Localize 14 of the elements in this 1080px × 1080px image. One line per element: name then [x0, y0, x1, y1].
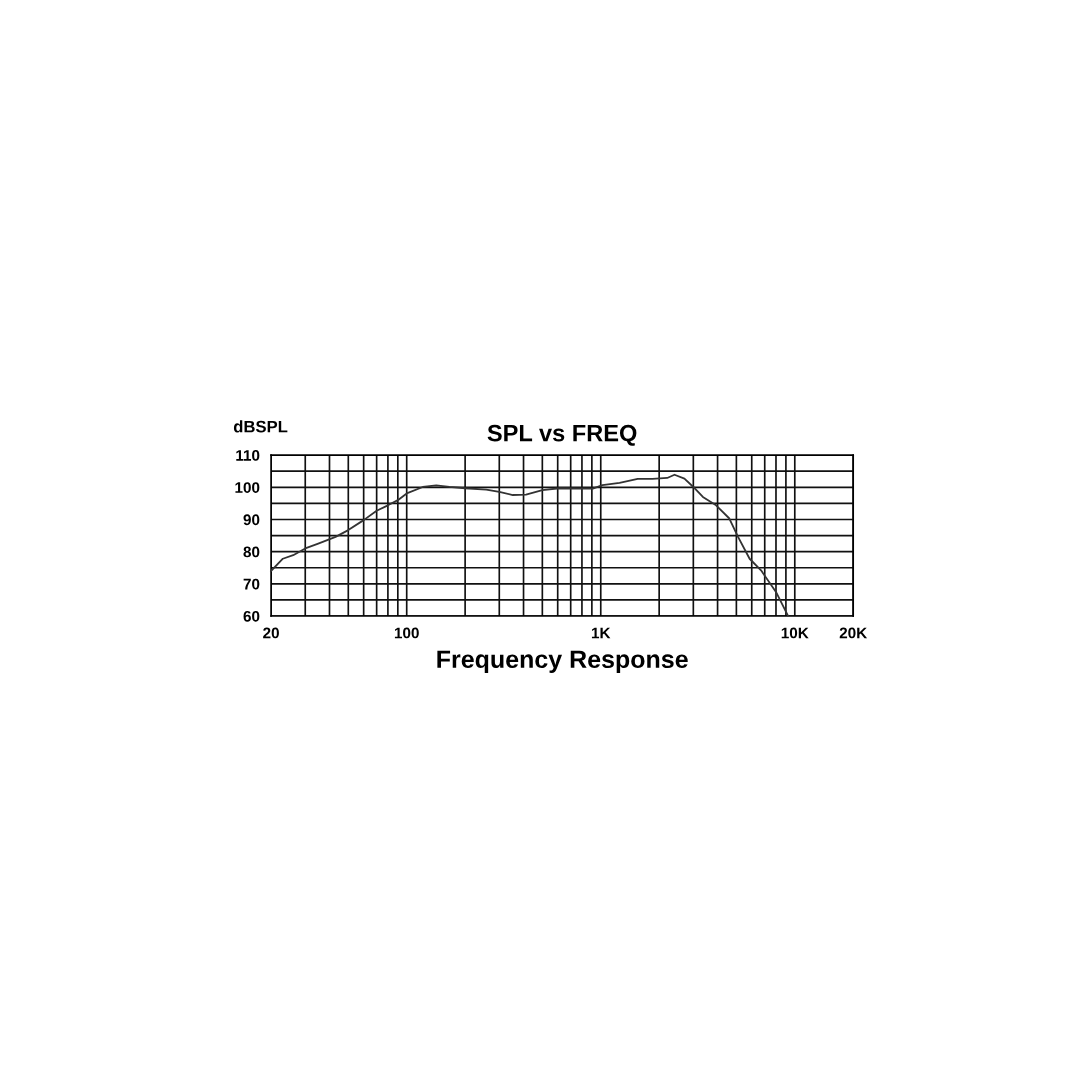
x-tick-label: 20: [263, 627, 279, 639]
x-tick-label: 20K: [839, 627, 868, 639]
y-tick-label: 90: [243, 514, 260, 526]
x-tick-label: 10K: [781, 627, 809, 639]
x-axis-title: Frequency Response: [437, 650, 688, 674]
y-tick-label: 60: [243, 610, 260, 622]
y-tick-label: 100: [235, 482, 260, 493]
y-tick-label: 70: [243, 578, 260, 590]
chart-title: SPL vs FREQ: [487, 424, 637, 446]
x-tick-label: 1K: [591, 627, 611, 639]
x-tick-label: 100: [394, 627, 419, 639]
y-axis-title: dBSPL: [233, 420, 288, 433]
y-tick-label: 80: [243, 546, 260, 558]
y-tick-label: 110: [236, 449, 260, 461]
